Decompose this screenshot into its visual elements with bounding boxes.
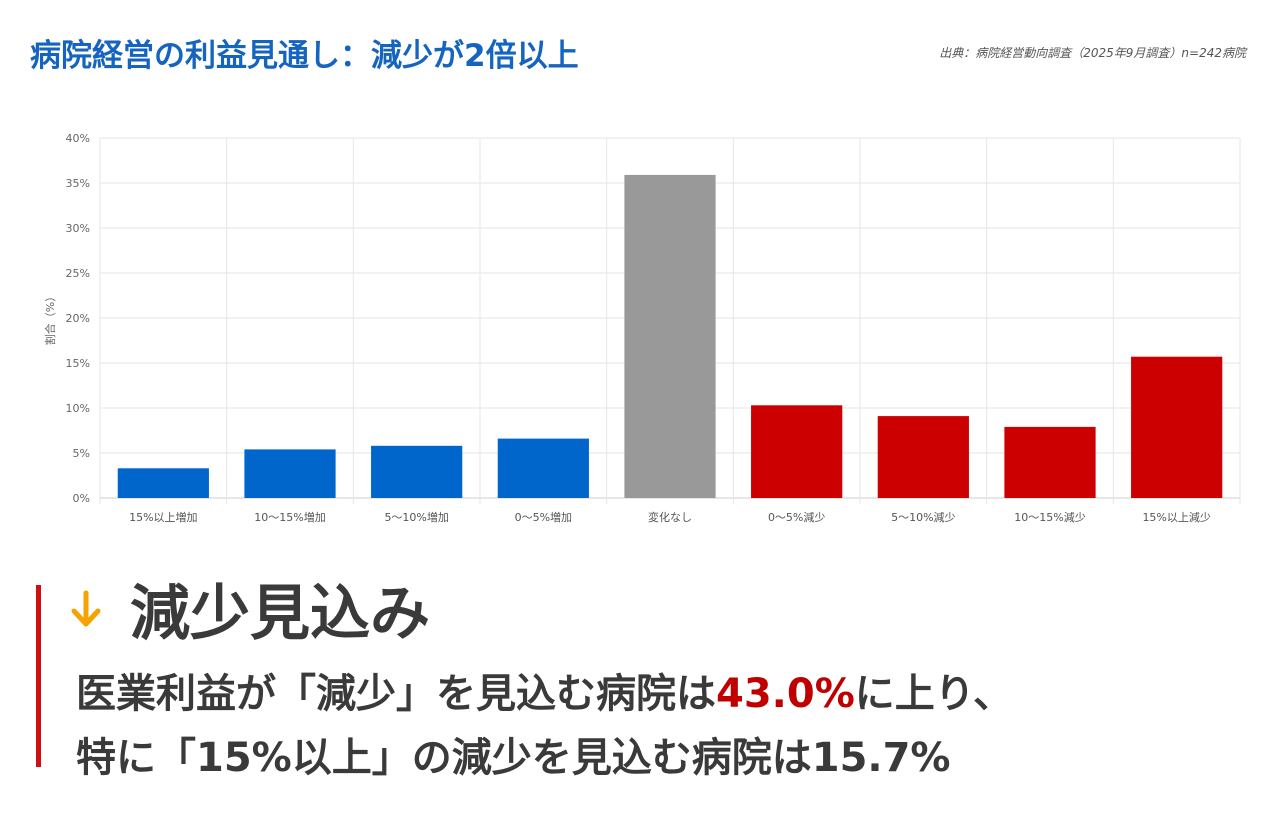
y-tick-label: 35% [66,177,90,190]
x-tick-label: 5～10%増加 [384,511,448,524]
bar [1004,426,1096,498]
bar [244,449,336,498]
callout-body: 医業利益が「減少」を見込む病院は43.0%に上り、 特に「15%以上」の減少を見… [76,662,1013,790]
callout-line-1-pre: 医業利益が「減少」を見込む病院は [76,671,716,717]
x-tick-label: 10～15%減少 [1014,510,1085,524]
y-axis-label: 割合（%） [43,291,57,345]
y-tick-label: 15% [66,357,90,370]
x-tick-label: 0～5%増加 [515,511,572,524]
callout-line-1: 医業利益が「減少」を見込む病院は43.0%に上り、 [76,662,1013,726]
callout-highlight-value: 43.0% [716,671,855,717]
callout-line-1-post: に上り、 [854,671,1014,717]
callout-line-2: 特に「15%以上」の減少を見込む病院は15.7% [76,735,951,781]
x-tick-label: 15%以上減少 [1142,510,1210,524]
source-note: 出典：病院経営動向調査（2025年9月調査）n=242病院 [939,46,1246,60]
callout-title: 減少見込み [130,579,430,649]
y-tick-label: 0% [73,492,90,505]
bar [117,468,209,498]
callout-box: 減少見込み 医業利益が「減少」を見込む病院は43.0%に上り、 特に「15%以上… [36,579,1236,781]
y-tick-label: 40% [66,132,90,145]
y-tick-label: 5% [73,447,90,460]
x-tick-label: 5～10%減少 [891,510,955,524]
bar-chart-svg: 0% 5% 10% 15% 20% 25% 30% 35% 40% 15%以上増加 10～15%増加… [43,132,1241,524]
callout-header: 減少見込み [64,565,430,652]
bar [624,174,716,498]
page-title: 病院経営の利益見通し：減少が2倍以上 [30,38,579,74]
bar [751,405,843,498]
x-tick-label: 10～15%増加 [254,511,325,524]
bar-chart: 0% 5% 10% 15% 20% 25% 30% 35% 40% 15%以上増加 10～15%増加… [0,120,1280,540]
x-tick-label: 変化なし [648,510,692,524]
bar [877,416,969,498]
bar [371,445,463,498]
x-tick-label: 0～5%減少 [768,510,825,524]
y-tick-label: 10% [66,402,90,415]
callout-accent-bar [36,585,41,767]
bar [497,438,589,498]
y-tick-label: 20% [66,312,90,325]
x-tick-label: 15%以上増加 [129,511,197,524]
y-tick-label: 25% [66,267,90,280]
bar [1131,356,1223,498]
y-tick-label: 30% [66,222,90,235]
arrow-down-icon [64,587,108,631]
